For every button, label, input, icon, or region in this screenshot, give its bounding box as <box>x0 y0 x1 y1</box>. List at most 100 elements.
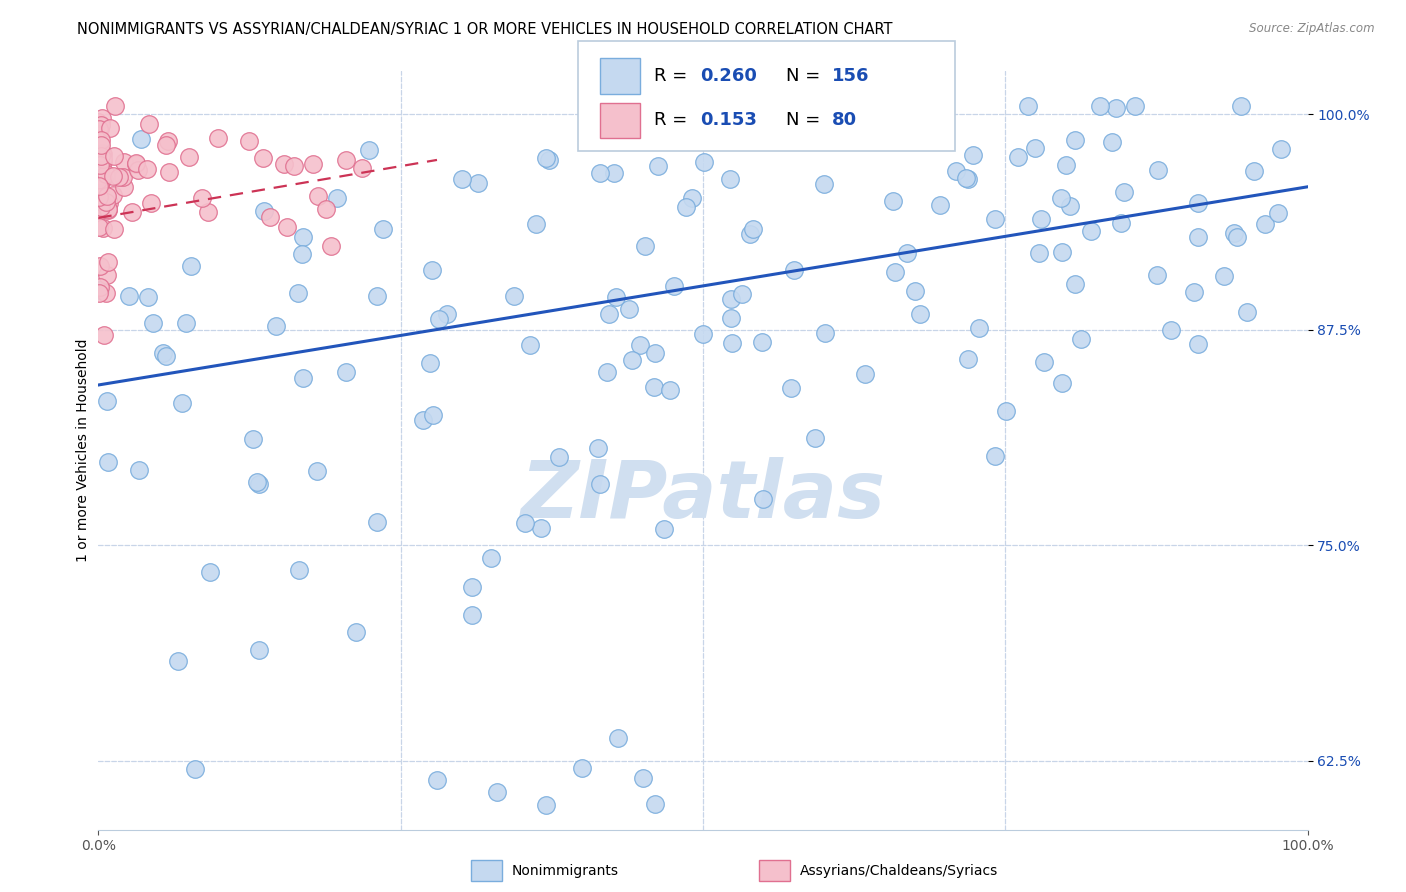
Point <box>135 161 157 176</box>
Point <box>1109 216 1132 230</box>
Point <box>104 99 127 113</box>
Point <box>738 227 761 241</box>
Point <box>90 149 112 163</box>
Text: Nonimmigrants: Nonimmigrants <box>512 863 619 878</box>
Point <box>156 134 179 148</box>
Point <box>420 262 443 277</box>
Point <box>721 336 744 351</box>
Point <box>94 286 117 301</box>
Point <box>172 396 194 410</box>
Point <box>658 383 681 397</box>
Point <box>125 156 148 170</box>
Point <box>461 608 484 623</box>
Point <box>291 247 314 261</box>
Point <box>91 221 114 235</box>
Point <box>1007 150 1029 164</box>
Point <box>101 188 124 202</box>
Point <box>742 221 765 235</box>
Text: R =: R = <box>654 67 693 85</box>
Point <box>131 132 153 146</box>
Point <box>752 492 775 507</box>
Point <box>101 169 124 184</box>
Point <box>128 463 150 477</box>
Point <box>751 335 773 350</box>
Point <box>1223 226 1246 240</box>
Point <box>366 515 388 529</box>
Point <box>813 178 835 192</box>
Text: 0.260: 0.260 <box>700 67 756 85</box>
Point <box>720 311 742 326</box>
Point <box>908 307 931 321</box>
Point <box>1101 136 1123 150</box>
Point <box>427 312 450 326</box>
Point <box>198 566 221 580</box>
Point <box>1017 99 1039 113</box>
Point <box>957 171 980 186</box>
Point <box>273 157 295 171</box>
Point <box>1147 163 1170 178</box>
Point <box>90 148 112 162</box>
Point <box>335 365 357 379</box>
Point <box>1270 142 1292 156</box>
Text: R =: R = <box>654 112 693 129</box>
Point <box>1054 158 1077 172</box>
Point <box>731 287 754 301</box>
Point <box>718 172 741 186</box>
Point <box>259 210 281 224</box>
Point <box>242 432 264 446</box>
Point <box>87 121 110 136</box>
Point <box>1160 323 1182 337</box>
Point <box>589 477 612 491</box>
Point <box>291 370 314 384</box>
Point <box>91 155 114 169</box>
Point <box>283 159 305 173</box>
Point <box>155 349 177 363</box>
Point <box>1243 164 1265 178</box>
Point <box>167 654 190 668</box>
Point <box>994 404 1017 418</box>
Point <box>1050 244 1073 259</box>
Text: Source: ZipAtlas.com: Source: ZipAtlas.com <box>1250 22 1375 36</box>
Y-axis label: 1 or more Vehicles in Household: 1 or more Vehicles in Household <box>76 339 90 562</box>
Point <box>91 153 114 167</box>
Point <box>89 190 111 204</box>
Point <box>94 167 117 181</box>
Point <box>957 351 980 366</box>
Point <box>96 194 118 209</box>
Point <box>121 204 143 219</box>
Point <box>1088 99 1111 113</box>
Point <box>515 516 537 531</box>
Point <box>461 580 484 594</box>
Point <box>1033 355 1056 369</box>
Point <box>89 286 111 301</box>
Point <box>98 196 121 211</box>
Point <box>346 624 368 639</box>
Point <box>665 99 688 113</box>
Point <box>89 186 111 200</box>
Point <box>87 172 110 186</box>
Point <box>97 203 120 218</box>
Point <box>813 326 835 340</box>
Point <box>1059 199 1081 213</box>
Point <box>628 337 651 351</box>
Point <box>89 157 111 171</box>
Point <box>91 111 114 125</box>
Point <box>103 221 125 235</box>
Point <box>253 203 276 218</box>
Point <box>97 455 120 469</box>
Point <box>536 151 558 165</box>
Point <box>87 179 110 194</box>
Point <box>287 563 309 577</box>
Point <box>589 166 612 180</box>
Point <box>621 353 644 368</box>
Point <box>1230 99 1253 113</box>
Point <box>1213 268 1236 283</box>
Point <box>90 173 112 187</box>
Text: 80: 80 <box>832 112 858 129</box>
Point <box>141 317 163 331</box>
Point <box>486 785 509 799</box>
Point <box>426 772 449 787</box>
Point <box>1187 230 1209 244</box>
Point <box>90 118 112 132</box>
Point <box>108 169 131 184</box>
